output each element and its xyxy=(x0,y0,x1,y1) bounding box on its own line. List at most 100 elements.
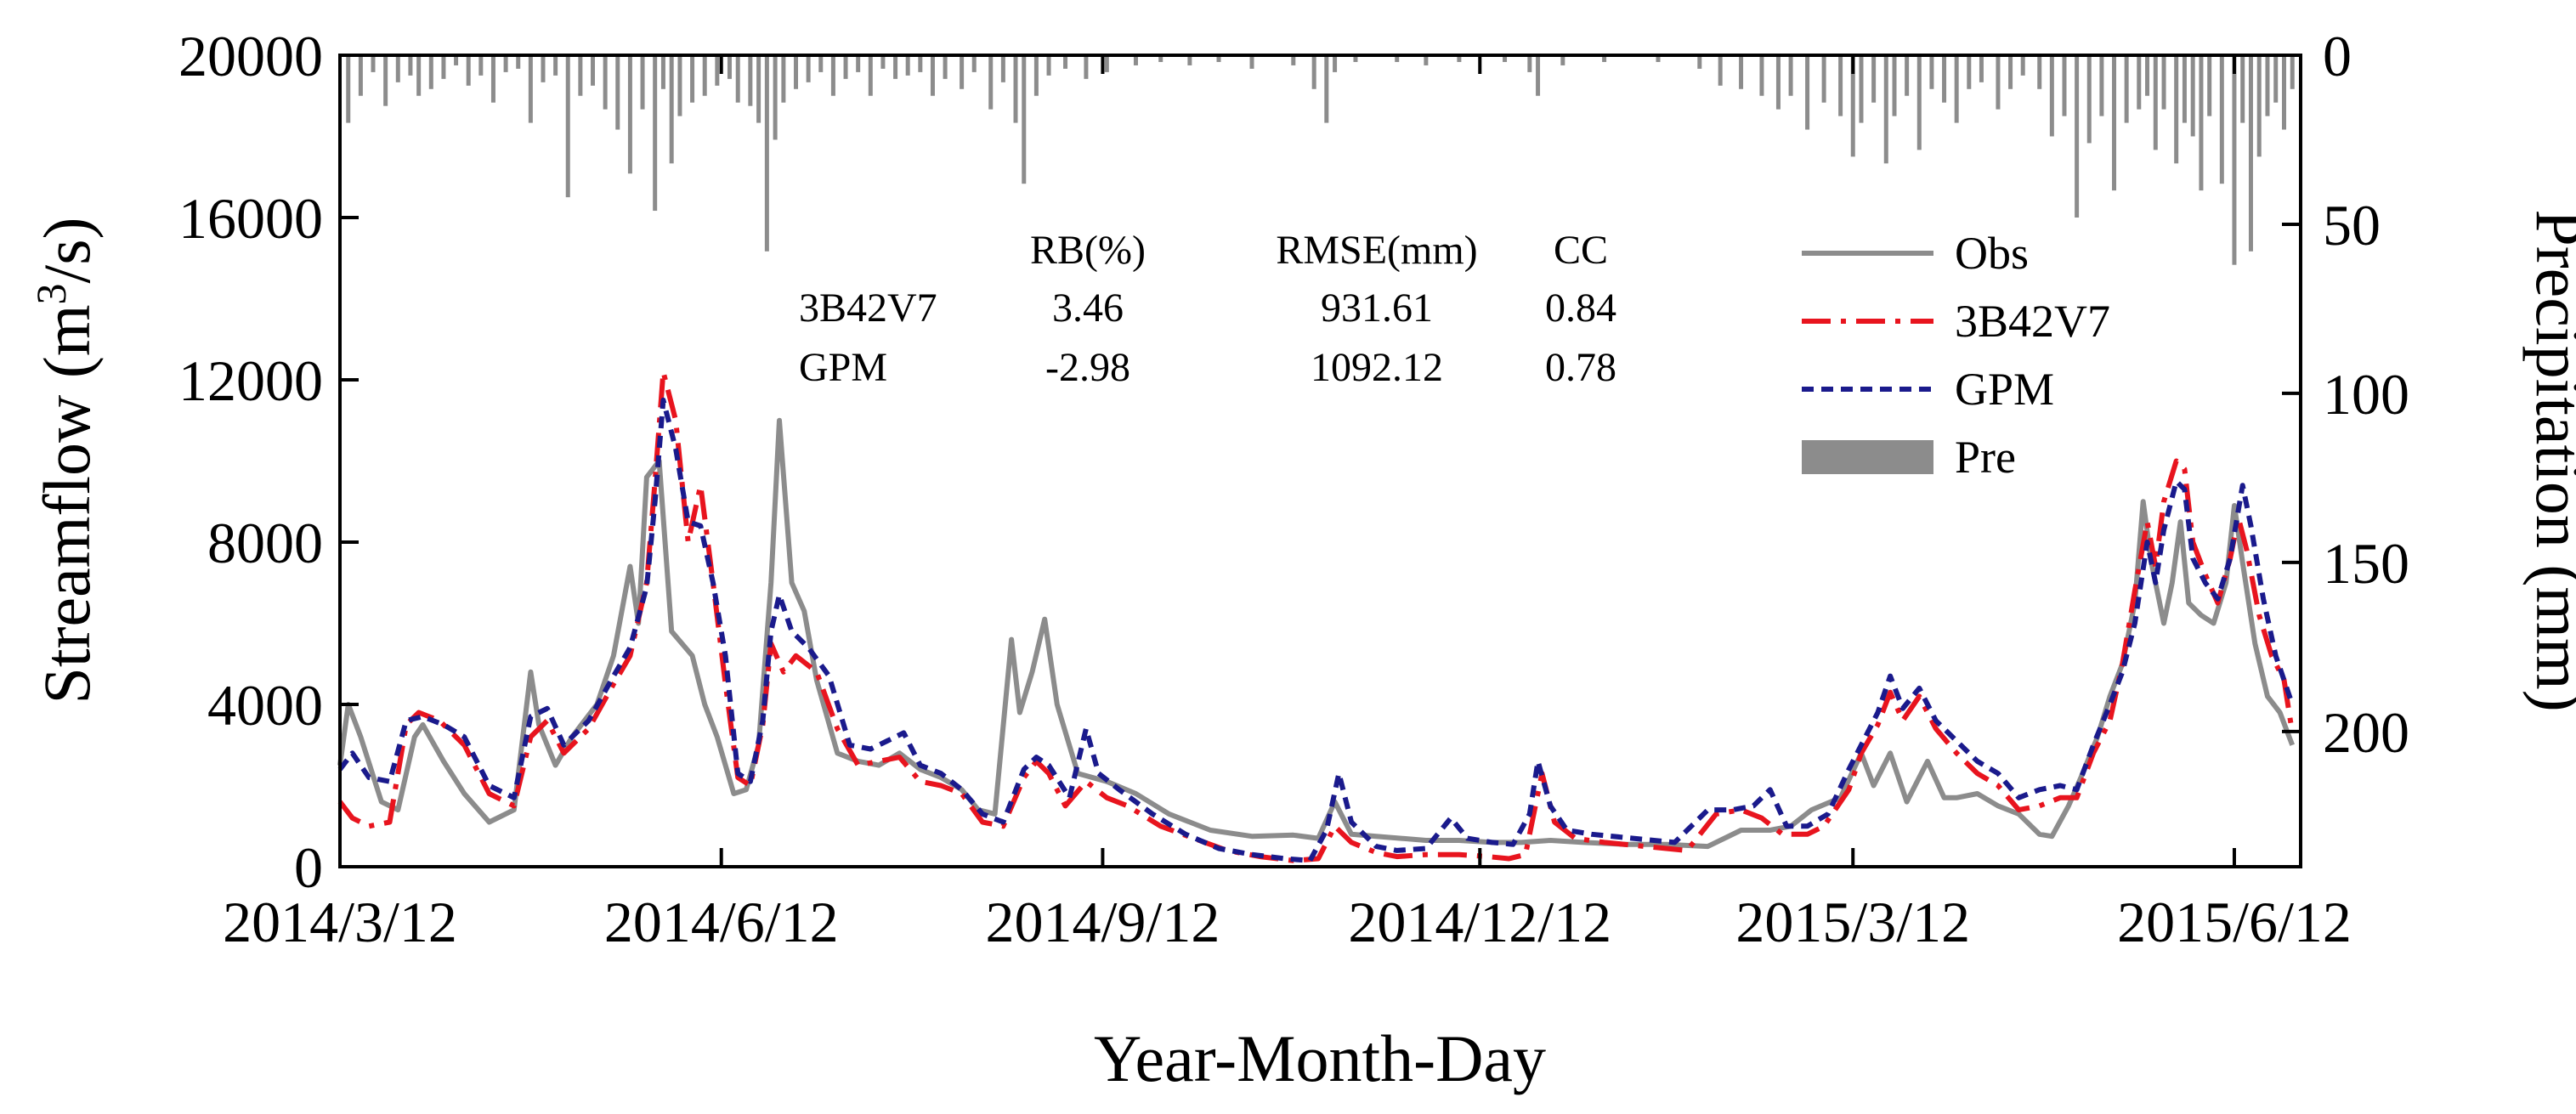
precip-bar-91 xyxy=(1850,55,1855,157)
precip-bar-45 xyxy=(868,55,873,96)
precip-bar-110 xyxy=(2086,55,2092,144)
legend-label-obs: Obs xyxy=(1955,228,2029,279)
precip-bar-114 xyxy=(2137,55,2142,110)
stats-cell-1-2: 1092.12 xyxy=(1311,345,1443,390)
precip-bar-82 xyxy=(1697,55,1702,69)
precip-bar-22 xyxy=(615,55,620,130)
precip-bar-63 xyxy=(1133,55,1138,65)
precip-bar-50 xyxy=(930,55,935,96)
precip-bar-42 xyxy=(830,55,835,96)
precip-bar-23 xyxy=(627,55,632,174)
y-left-tick-label-12000: 12000 xyxy=(178,348,323,413)
precip-bar-13 xyxy=(503,55,508,72)
y-left-tick-label-8000: 8000 xyxy=(207,511,323,575)
precip-bar-48 xyxy=(905,55,910,76)
y-axis-right-title: Precipitation (mm) xyxy=(2522,209,2576,711)
precip-bar-103 xyxy=(1996,55,2001,110)
precip-bar-86 xyxy=(1775,55,1781,110)
precip-bar-31 xyxy=(715,55,720,86)
x-tick-label-2014-6-12: 2014/6/12 xyxy=(604,890,839,954)
precip-bar-65 xyxy=(1187,55,1192,65)
precip-bar-46 xyxy=(880,55,886,69)
precip-bar-107 xyxy=(2049,55,2054,137)
precip-bar-47 xyxy=(893,55,898,79)
precip-bar-90 xyxy=(1838,55,1843,116)
precip-bar-44 xyxy=(856,55,861,72)
precip-bar-98 xyxy=(1929,55,1934,89)
precip-bar-92 xyxy=(1859,55,1864,123)
precip-bar-62 xyxy=(1104,55,1109,72)
precip-bar-49 xyxy=(918,55,923,72)
precip-bar-11 xyxy=(478,55,484,76)
precip-bar-88 xyxy=(1805,55,1810,130)
precip-bar-71 xyxy=(1333,55,1338,72)
y-left-tick-label-16000: 16000 xyxy=(178,186,323,251)
precip-bar-1 xyxy=(358,55,363,96)
precip-bar-113 xyxy=(2124,55,2129,123)
x-tick-label-2014-12-12: 2014/12/12 xyxy=(1348,890,1611,954)
precip-bar-28 xyxy=(677,55,682,116)
precip-bar-126 xyxy=(2248,55,2253,252)
stats-header-cc: CC xyxy=(1554,228,1608,273)
stats-header-rmse-mm: RMSE(mm) xyxy=(1276,228,1477,273)
precip-bar-109 xyxy=(2075,55,2080,218)
precip-bar-124 xyxy=(2232,55,2237,265)
x-tick-label-2014-3-12: 2014/3/12 xyxy=(223,890,457,954)
y-axis-left-title-main: Streamflow (m xyxy=(30,304,104,704)
precip-bar-14 xyxy=(516,55,521,69)
precip-bar-104 xyxy=(2008,55,2013,89)
precip-bar-123 xyxy=(2219,55,2224,184)
precip-bar-75 xyxy=(1457,55,1462,62)
precip-bar-102 xyxy=(1979,55,1984,82)
y-right-tick-label-0: 0 xyxy=(2323,24,2352,88)
precip-bar-19 xyxy=(578,55,583,96)
legend-label-pre: Pre xyxy=(1955,432,2016,483)
y-axis-left-title: Streamflow (m3/s) xyxy=(27,217,104,704)
precip-bar-130 xyxy=(2281,55,2286,130)
stats-header-rb: RB(%) xyxy=(1030,228,1146,273)
precip-bar-77 xyxy=(1527,55,1532,72)
stats-cell-0-2: 931.61 xyxy=(1321,286,1433,331)
stats-cell-1-3: 0.78 xyxy=(1545,345,1616,390)
precip-bar-40 xyxy=(806,55,811,82)
precip-bar-79 xyxy=(1560,55,1565,65)
precip-bar-122 xyxy=(2207,55,2212,116)
precip-bar-67 xyxy=(1249,55,1254,69)
precip-bar-20 xyxy=(591,55,596,86)
precip-bar-115 xyxy=(2145,55,2150,96)
precip-bar-94 xyxy=(1883,55,1888,164)
precip-bar-84 xyxy=(1739,55,1744,89)
precip-bar-105 xyxy=(2020,55,2025,76)
precip-bar-24 xyxy=(640,55,645,110)
stats-cell-0-0: 3B42V7 xyxy=(799,286,937,331)
precip-bar-5 xyxy=(408,55,413,76)
precip-bar-69 xyxy=(1311,55,1316,89)
precip-bar-95 xyxy=(1892,55,1897,116)
precip-bar-27 xyxy=(669,55,674,164)
precip-bar-80 xyxy=(1602,55,1607,62)
precip-bar-15 xyxy=(528,55,533,123)
precip-bar-53 xyxy=(971,55,977,72)
precip-bar-61 xyxy=(1084,55,1089,79)
precip-bar-29 xyxy=(690,55,695,103)
precip-bar-35 xyxy=(756,55,761,123)
axes: 2014/3/12 2014/6/12 2014/9/12 2014/12/12 201… xyxy=(178,24,2409,954)
stats-cell-1-1: -2.98 xyxy=(1045,345,1130,390)
precip-bar-10 xyxy=(466,55,471,86)
precip-bar-4 xyxy=(395,55,400,82)
y-axis-left-title-tail: /s) xyxy=(30,217,104,283)
y-left-tick-label-0: 0 xyxy=(294,835,323,900)
precip-bar-56 xyxy=(1013,55,1018,123)
precip-bar-72 xyxy=(1353,55,1358,62)
precip-bar-78 xyxy=(1536,55,1541,96)
y-right-tick-label-50: 50 xyxy=(2323,193,2381,257)
precip-bar-127 xyxy=(2256,55,2262,157)
legend-label-gpm: GPM xyxy=(1955,364,2054,415)
precip-bar-52 xyxy=(960,55,965,89)
precip-bar-111 xyxy=(2099,55,2104,116)
legend-label-3b42v7: 3B42V7 xyxy=(1955,296,2110,347)
precip-bar-100 xyxy=(1954,55,1959,123)
precip-bar-66 xyxy=(1216,55,1221,62)
precipitation-bars xyxy=(346,55,2295,265)
x-tick-label-2015-6-12: 2015/6/12 xyxy=(2117,890,2352,954)
